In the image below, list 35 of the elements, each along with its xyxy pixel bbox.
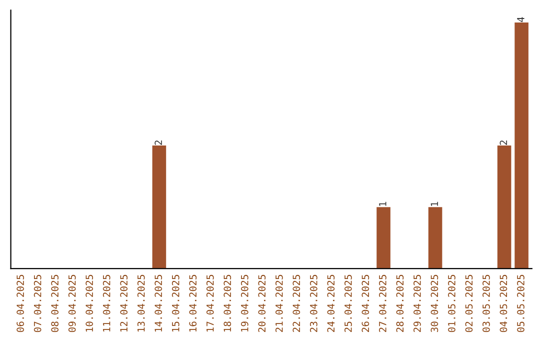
x-tick-label: 15.04.2025 <box>172 274 180 332</box>
x-tick-label: 20.04.2025 <box>258 274 266 332</box>
x-tick-label: 22.04.2025 <box>292 274 300 332</box>
data-label: 1 <box>379 202 386 206</box>
data-label: 4 <box>517 17 524 22</box>
x-tick-label: 26.04.2025 <box>362 274 370 332</box>
x-tick-label: 14.04.2025 <box>154 274 162 332</box>
x-tick-label: 16.04.2025 <box>189 274 197 332</box>
x-tick-label: 02.05.2025 <box>465 274 473 332</box>
data-label: 2 <box>154 140 162 145</box>
x-tick-label: 23.04.2025 <box>310 274 318 332</box>
x-tick-label: 06.04.2025 <box>16 274 24 332</box>
x-tick-label: 09.04.2025 <box>68 274 76 332</box>
x-tick-label: 30.04.2025 <box>430 274 438 332</box>
x-tick-label: 21.04.2025 <box>275 274 283 332</box>
x-tick-label: 17.04.2025 <box>206 274 214 332</box>
x-tick-label: 04.05.2025 <box>500 274 508 332</box>
x-tick-label: 07.04.2025 <box>34 274 42 332</box>
x-tick-label: 13.04.2025 <box>137 274 145 332</box>
x-tick-label: 05.05.2025 <box>517 274 524 332</box>
x-tick-label: 27.04.2025 <box>379 274 386 332</box>
x-tick-label: 01.05.2025 <box>448 274 456 332</box>
x-tick-label: 25.04.2025 <box>344 274 352 332</box>
x-tick-label: 10.04.2025 <box>86 274 94 332</box>
x-tick-label: 11.04.2025 <box>102 274 110 332</box>
x-tick-label: 18.04.2025 <box>224 274 232 332</box>
data-label: 2 <box>500 140 507 145</box>
data-label: 1 <box>430 202 438 206</box>
x-tick-label: 29.04.2025 <box>414 274 421 332</box>
x-tick-label: 03.05.2025 <box>482 274 490 332</box>
x-tick-label: 12.04.2025 <box>120 274 128 332</box>
x-tick-label: 19.04.2025 <box>240 274 248 332</box>
x-tick-label: 24.04.2025 <box>327 274 335 332</box>
x-tick-label: 28.04.2025 <box>396 274 404 332</box>
x-tick-label: 08.04.2025 <box>51 274 59 332</box>
